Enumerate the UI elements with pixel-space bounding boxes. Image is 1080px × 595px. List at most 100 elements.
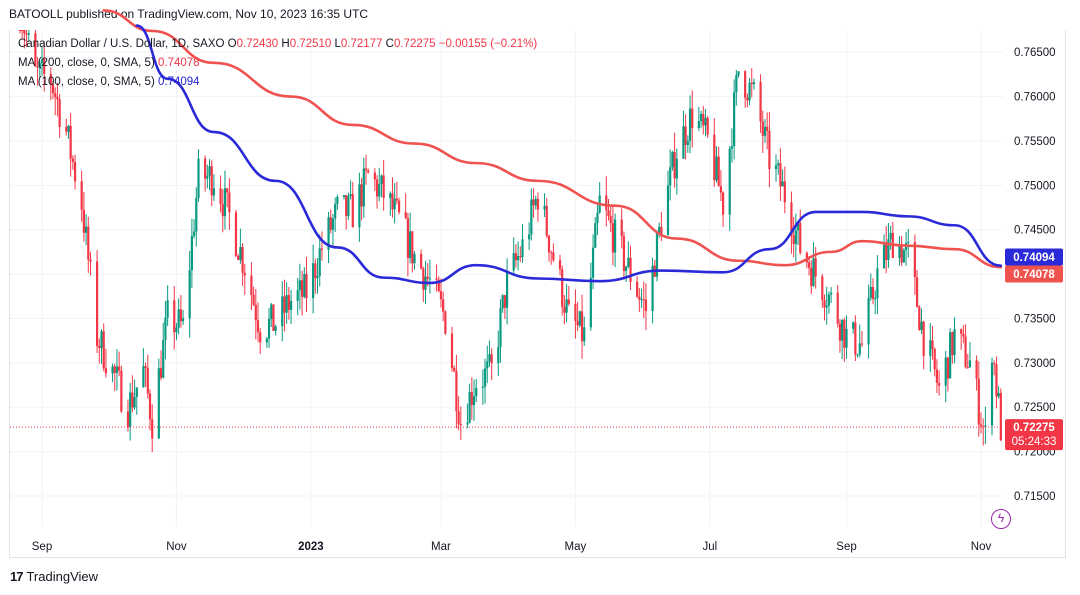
candle [891, 221, 894, 258]
candle-body [100, 331, 103, 349]
candle [470, 377, 473, 420]
candle [704, 109, 707, 137]
candle [133, 379, 136, 410]
candle-body [151, 419, 154, 439]
candle-body [272, 304, 275, 331]
candle-body [777, 163, 780, 166]
candle-body [281, 296, 284, 327]
ma200-line [102, 9, 1003, 269]
candle [830, 287, 833, 304]
candle-body [966, 366, 969, 368]
lightning-bolt-icon[interactable]: ϟ [991, 509, 1011, 529]
candle-body [219, 188, 222, 205]
candle [115, 349, 119, 391]
candle-body [620, 219, 623, 237]
candle-body [596, 212, 599, 224]
candle-body [591, 247, 595, 278]
candle-body [173, 300, 176, 333]
candle-body [982, 426, 985, 428]
candle [722, 191, 725, 227]
candles [18, 30, 1002, 453]
candle-body [34, 33, 37, 67]
candle [514, 244, 518, 268]
candle-body [204, 158, 207, 179]
candle-body [18, 30, 22, 31]
candle [779, 148, 782, 201]
candle-body [177, 309, 180, 328]
candle-body [821, 276, 824, 301]
candle [21, 30, 24, 40]
candle-body [289, 300, 293, 310]
candle-body [583, 327, 586, 342]
candle [164, 300, 167, 360]
candle [420, 249, 423, 270]
candle-body [781, 181, 784, 187]
candle [129, 382, 132, 441]
candle [719, 170, 723, 202]
ma100-price-tag-text: 0.74094 [1013, 252, 1055, 264]
candle [411, 230, 414, 273]
candle-body [237, 255, 240, 260]
candle-body [404, 212, 407, 219]
y-tick-label: 0.72500 [1014, 402, 1056, 414]
candle-body [715, 156, 718, 181]
candle [49, 67, 52, 101]
candle [243, 263, 246, 295]
candle [990, 357, 994, 436]
candle-body [931, 340, 934, 349]
candle-body [320, 248, 324, 250]
candle-body [142, 366, 145, 388]
candle [89, 251, 92, 276]
candle-body [887, 239, 890, 261]
candle [40, 45, 44, 76]
candle-body [411, 231, 414, 264]
candle [303, 267, 306, 299]
candle-body [188, 270, 191, 319]
candle-body [43, 59, 46, 74]
candle [329, 209, 332, 234]
candle [455, 354, 458, 429]
candle [975, 355, 978, 391]
candle [655, 230, 659, 282]
candle-body [342, 195, 346, 197]
candle [651, 257, 654, 324]
candle-body [636, 281, 639, 297]
candle [296, 277, 299, 316]
candle-body [746, 97, 749, 101]
candle-body [858, 343, 861, 355]
candle [691, 90, 694, 148]
candle [179, 294, 182, 328]
candle [669, 149, 672, 201]
candle [748, 78, 751, 106]
candle-body [517, 256, 520, 261]
candle [378, 168, 381, 202]
candle [404, 193, 407, 220]
candle-body [360, 184, 363, 207]
candle-body [25, 33, 28, 35]
candle [98, 338, 101, 364]
candle [316, 258, 319, 294]
candle-body [80, 181, 83, 210]
candle [931, 325, 934, 360]
candle [96, 250, 99, 353]
candle-body [669, 167, 672, 186]
candle-body [938, 382, 941, 386]
candle [869, 273, 872, 301]
candle [375, 175, 379, 209]
candle [653, 259, 656, 278]
candle [34, 30, 37, 68]
candle [979, 412, 983, 434]
candle-body [126, 411, 130, 428]
candle-body [453, 368, 456, 372]
candle [843, 317, 846, 362]
price-chart[interactable]: 0.76500 0.76000 0.75500 0.75000 0.74500 0.740… [0, 0, 1080, 560]
candle-body [23, 30, 26, 34]
candle-body [234, 212, 238, 256]
candle [717, 146, 720, 187]
candle [23, 30, 26, 49]
candle [730, 128, 734, 163]
ma200-path [102, 9, 1003, 269]
candle [51, 80, 55, 99]
candle-body [920, 321, 923, 331]
candle-body [389, 193, 392, 198]
